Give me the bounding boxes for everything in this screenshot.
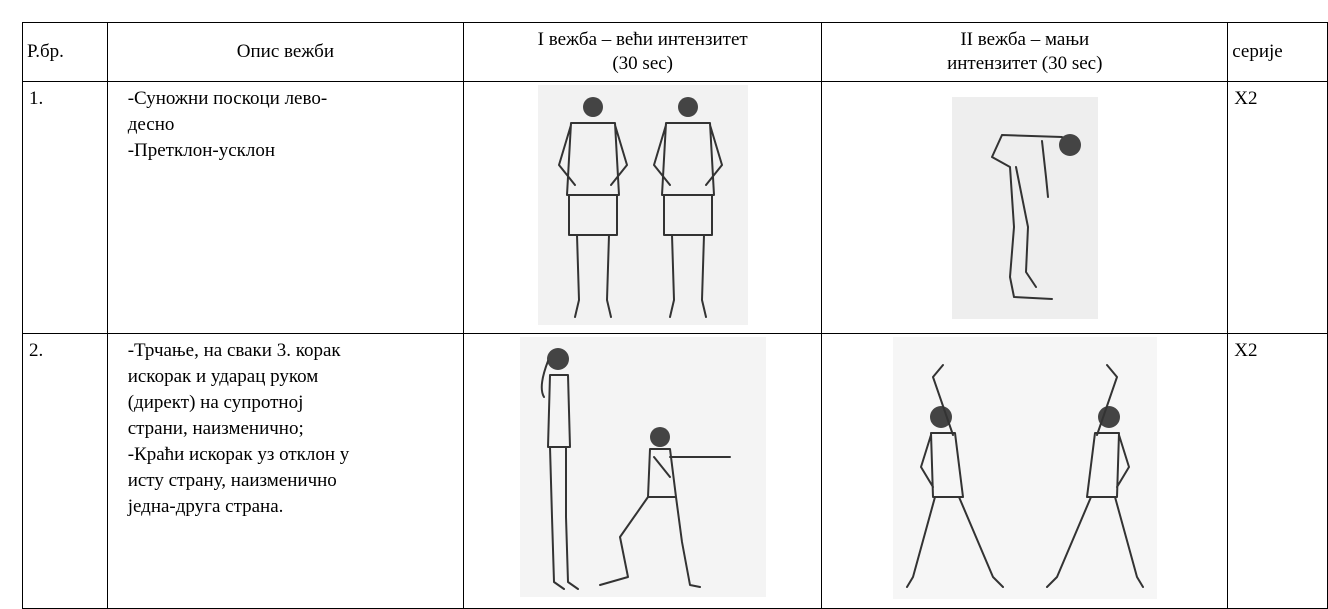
- header-cell: Опис вежби: [106, 22, 465, 82]
- number-cell: 2.: [22, 333, 108, 609]
- series-cell: X2: [1227, 333, 1328, 609]
- description-line: -Трчање, на сваки 3. корак: [127, 340, 341, 361]
- image-cell: [463, 333, 823, 609]
- description-cell: -Трчање, на сваки 3. корак искорак и уда…: [106, 333, 465, 609]
- header-line: интензитет (30 sec): [947, 53, 1103, 74]
- row: 1. -Суножни поскоци лево- десно -Преткло…: [22, 81, 1328, 334]
- exercise-illustration: [951, 97, 1098, 319]
- description-line: једна-друга страна.: [127, 496, 284, 517]
- header-cell: II вежба – мањи интензитет (30 sec): [821, 22, 1229, 82]
- header-line: II вежба – мањи: [960, 29, 1090, 50]
- description-line: -Претклон-усклон: [127, 140, 276, 161]
- header-cell: серије: [1227, 22, 1328, 82]
- image-cell: [463, 81, 823, 334]
- description-line: десно: [127, 114, 175, 135]
- header-line: (30 sec): [612, 53, 674, 74]
- image-cell: [821, 333, 1229, 609]
- exercise-table: Р.бр. Опис вежби I вежба – већи интензит…: [22, 22, 1328, 609]
- series-cell: X2: [1227, 81, 1328, 334]
- description-line: страни, наизменично;: [127, 418, 304, 439]
- row: 2. -Трчање, на сваки 3. корак искорак и …: [22, 333, 1328, 609]
- exercise-illustration: [519, 337, 766, 597]
- description-line: искорак и ударац руком: [127, 366, 319, 387]
- exercise-illustration: [892, 337, 1157, 599]
- description-cell: -Суножни поскоци лево- десно -Претклон-у…: [106, 81, 465, 334]
- description-line: исту страну, наизменично: [127, 470, 337, 491]
- header-cell: Р.бр.: [22, 22, 108, 82]
- exercise-illustration: [537, 85, 748, 325]
- description-line: (директ) на супротној: [127, 392, 304, 413]
- description-line: -Краћи искорак уз отклон у: [127, 444, 350, 465]
- description-line: -Суножни поскоци лево-: [127, 88, 328, 109]
- header-row: Р.бр. Опис вежби I вежба – већи интензит…: [22, 22, 1328, 82]
- image-cell: [821, 81, 1229, 334]
- number-cell: 1.: [22, 81, 108, 334]
- header-line: I вежба – већи интензитет: [537, 29, 748, 50]
- header-cell: I вежба – већи интензитет (30 sec): [463, 22, 823, 82]
